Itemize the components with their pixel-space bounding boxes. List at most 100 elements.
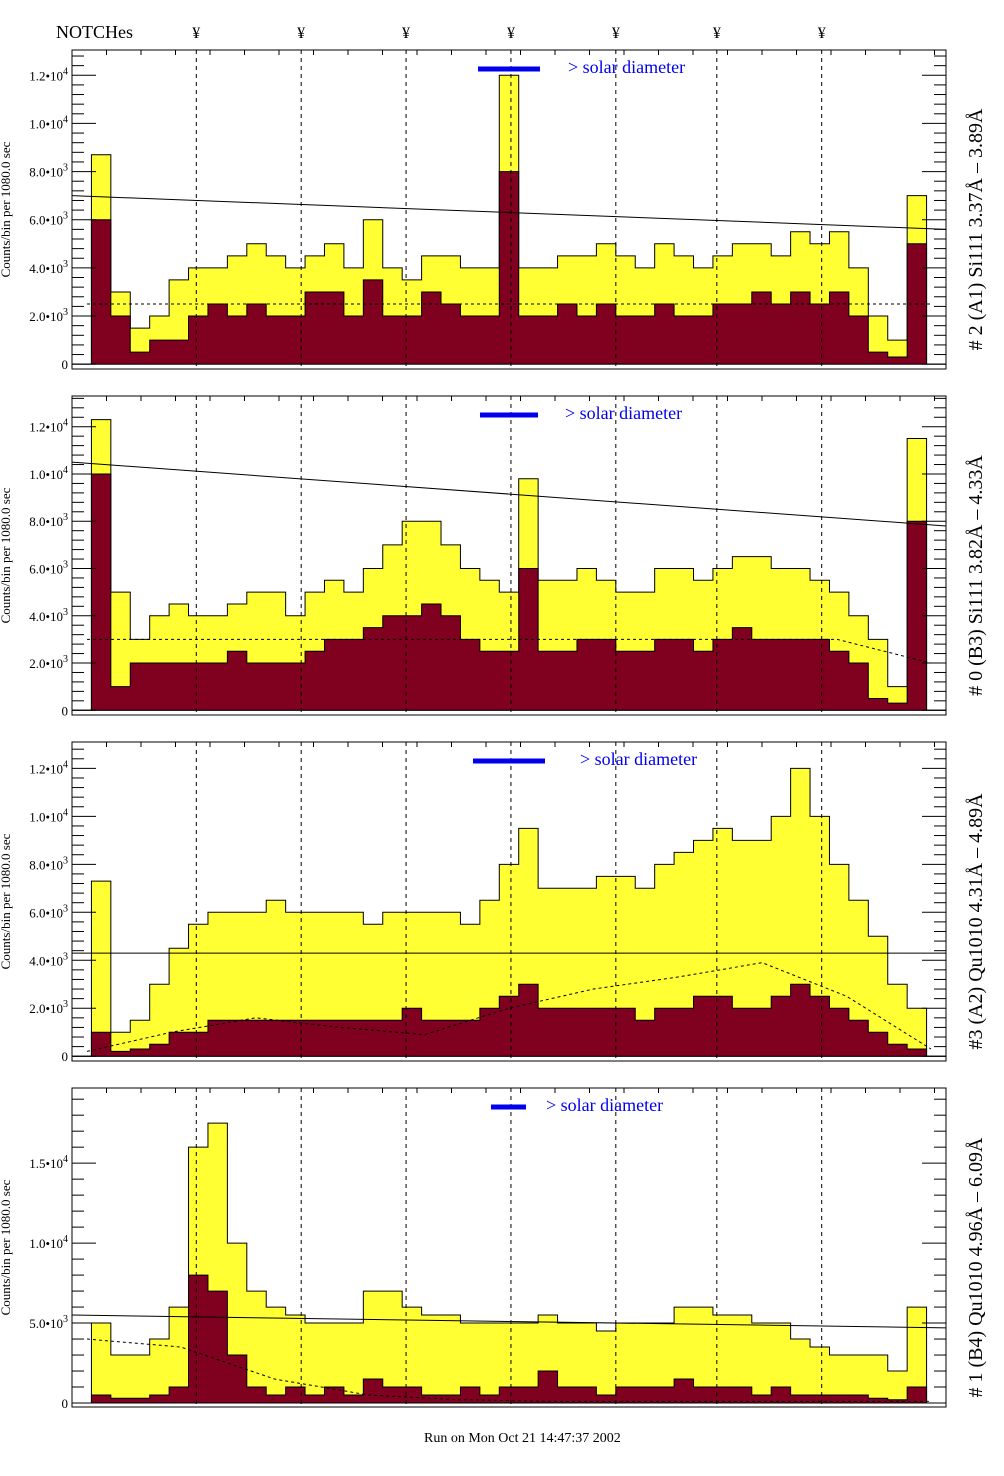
y-tick-exponent: 3	[63, 903, 68, 914]
plot-frame	[71, 395, 947, 716]
y-tick-mantissa: 8.0•10	[29, 857, 63, 872]
y-tick-label: 6.0•103	[29, 211, 68, 228]
y-tick-exponent: 3	[63, 559, 68, 570]
y-tick-mantissa: 1.0•10	[29, 809, 63, 824]
y-axis-label: Counts/bin per 1080.0 sec	[0, 1179, 13, 1315]
y-tick-label: 1.0•104	[29, 114, 68, 131]
y-tick-exponent: 4	[63, 66, 68, 77]
y-tick-mantissa: 8.0•10	[29, 165, 63, 180]
y-tick-mantissa: 2.0•10	[29, 656, 63, 671]
plot-frame	[71, 1087, 947, 1408]
panel-title: # 1 (B4) Qu1010 4.96Å – 6.09Å	[965, 1137, 987, 1398]
notch-symbol: ¥	[402, 25, 410, 42]
plot-frame	[71, 741, 947, 1062]
y-tick-exponent: 3	[63, 1314, 68, 1325]
fit-line	[71, 1314, 947, 1329]
y-tick-mantissa: 4.0•10	[29, 261, 63, 276]
panel-title: #3 (A2) Qu1010 4.31Å – 4.89Å	[965, 793, 987, 1050]
y-tick-mantissa: 1.2•10	[29, 420, 63, 435]
y-tick-label: 1.2•104	[29, 759, 68, 776]
y-tick-label: 1.5•104	[29, 1154, 68, 1171]
y-tick-mantissa: 0	[62, 357, 69, 372]
y-tick-exponent: 4	[63, 759, 68, 770]
y-tick-exponent: 4	[63, 418, 68, 429]
y-tick-mantissa: 4.0•10	[29, 953, 63, 968]
legend-solar-diameter-label: > solar diameter	[580, 749, 697, 769]
y-tick-label: 2.0•103	[29, 654, 68, 671]
y-tick-label: 0	[62, 1396, 69, 1411]
y-tick-exponent: 3	[63, 512, 68, 523]
notch-symbol: ¥	[713, 25, 721, 42]
notch-symbol: ¥	[507, 25, 515, 42]
y-tick-label: 2.0•103	[29, 999, 68, 1016]
panel-2: 02.0•1034.0•1036.0•1038.0•1031.0•1041.2•…	[0, 741, 987, 1064]
y-tick-label: 0	[62, 1049, 69, 1064]
y-axis-label: Counts/bin per 1080.0 sec	[0, 487, 13, 623]
y-tick-label: 4.0•103	[29, 951, 68, 968]
y-tick-label: 8.0•103	[29, 855, 68, 872]
notch-symbol: ¥	[612, 25, 620, 42]
y-tick-exponent: 4	[63, 1154, 68, 1165]
y-tick-mantissa: 2.0•10	[29, 1001, 63, 1016]
y-tick-exponent: 3	[63, 999, 68, 1010]
total-counts-histogram	[72, 767, 946, 1057]
selected-counts-histogram	[72, 473, 946, 711]
total-counts-histogram	[72, 1122, 946, 1404]
selected-counts-histogram	[72, 983, 946, 1057]
y-tick-mantissa: 2.0•10	[29, 309, 63, 324]
y-tick-mantissa: 0	[62, 1396, 69, 1411]
y-tick-label: 4.0•103	[29, 607, 68, 624]
y-tick-mantissa: 5.0•10	[29, 1316, 63, 1331]
y-tick-mantissa: 4.0•10	[29, 609, 63, 624]
legend-solar-diameter-label: > solar diameter	[568, 57, 685, 77]
y-tick-mantissa: 1.0•10	[29, 1236, 63, 1251]
y-tick-mantissa: 1.0•10	[29, 467, 63, 482]
y-tick-label: 4.0•103	[29, 259, 68, 276]
y-tick-exponent: 3	[63, 307, 68, 318]
y-tick-mantissa: 1.2•10	[29, 761, 63, 776]
y-tick-label: 5.0•103	[29, 1314, 68, 1331]
run-timestamp: Run on Mon Oct 21 14:47:37 2002	[424, 1431, 621, 1446]
plot-frame	[71, 49, 947, 370]
y-tick-exponent: 3	[63, 163, 68, 174]
y-tick-exponent: 3	[63, 211, 68, 222]
panel-1: 02.0•1034.0•1036.0•1038.0•1031.0•1041.2•…	[0, 395, 987, 718]
y-tick-exponent: 4	[63, 114, 68, 125]
y-tick-mantissa: 8.0•10	[29, 514, 63, 529]
y-axis-label: Counts/bin per 1080.0 sec	[0, 141, 13, 277]
y-tick-exponent: 4	[63, 807, 68, 818]
y-tick-exponent: 3	[63, 259, 68, 270]
panel-0: 02.0•1034.0•1036.0•1038.0•1031.0•1041.2•…	[0, 49, 987, 372]
y-tick-mantissa: 6.0•10	[29, 905, 63, 920]
y-tick-label: 6.0•103	[29, 903, 68, 920]
y-tick-mantissa: 1.2•10	[29, 68, 63, 83]
fit-line	[71, 461, 947, 527]
y-tick-mantissa: 0	[62, 1049, 69, 1064]
notch-symbol: ¥	[297, 25, 305, 42]
y-tick-label: 8.0•103	[29, 512, 68, 529]
y-tick-label: 6.0•103	[29, 559, 68, 576]
y-tick-label: 1.0•104	[29, 1234, 68, 1251]
legend-solar-diameter-label: > solar diameter	[546, 1095, 663, 1115]
y-tick-label: 2.0•103	[29, 307, 68, 324]
y-tick-exponent: 3	[63, 951, 68, 962]
fit-line	[71, 195, 947, 230]
notch-symbol: ¥	[192, 25, 200, 42]
y-tick-label: 1.0•104	[29, 465, 68, 482]
notches-label: NOTCHes	[56, 22, 133, 42]
y-axis-label: Counts/bin per 1080.0 sec	[0, 833, 13, 969]
y-tick-exponent: 4	[63, 1234, 68, 1245]
y-tick-label: 0	[62, 357, 69, 372]
notch-symbol: ¥	[818, 25, 826, 42]
legend-solar-diameter-label: > solar diameter	[565, 403, 682, 423]
background-curve	[87, 638, 932, 664]
y-tick-mantissa: 1.0•10	[29, 116, 63, 131]
y-tick-label: 1.2•104	[29, 66, 68, 83]
y-tick-mantissa: 6.0•10	[29, 213, 63, 228]
y-tick-exponent: 3	[63, 855, 68, 866]
background-curve	[86, 1338, 931, 1402]
y-tick-label: 1.0•104	[29, 807, 68, 824]
y-tick-label: 1.2•104	[29, 418, 68, 435]
